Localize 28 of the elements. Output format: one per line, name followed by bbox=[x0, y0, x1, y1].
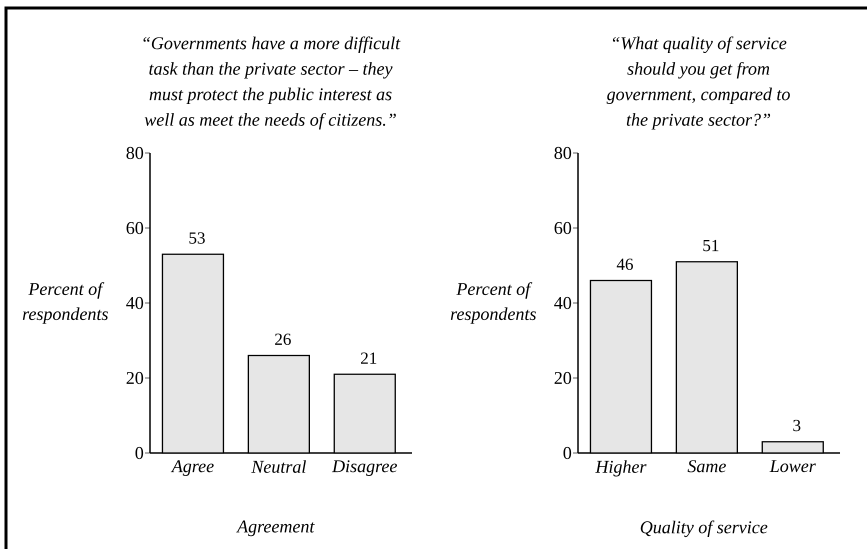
x-axis-title: Agreement bbox=[236, 520, 315, 536]
x-tick-label: Neutral bbox=[251, 460, 306, 473]
chart-title: “What quality of service should you get from government, compared to the private sector?” bbox=[606, 36, 790, 130]
y-tick-label: 60 bbox=[126, 222, 144, 234]
y-tick-label: 40 bbox=[554, 296, 572, 310]
data-label: 21 bbox=[361, 352, 376, 364]
y-axis-title: Percent of respondents bbox=[450, 282, 536, 324]
data-label: 3 bbox=[793, 420, 800, 432]
x-axis-title: Quality of service bbox=[640, 520, 768, 538]
x-tick-label: Higher bbox=[595, 460, 647, 477]
data-label: 51 bbox=[703, 240, 718, 252]
y-tick-label: 20 bbox=[126, 372, 144, 384]
y-tick-label: 20 bbox=[554, 372, 572, 384]
y-tick-label: 0 bbox=[563, 446, 572, 460]
y-tick-label: 60 bbox=[554, 222, 572, 234]
y-tick-label: 40 bbox=[126, 296, 144, 310]
data-label: 53 bbox=[189, 232, 205, 244]
y-axis-title: Percent of respondents bbox=[22, 282, 108, 324]
x-tick-label: Agree bbox=[170, 460, 214, 476]
chart-title: “Governments have a more difficult task than the private sector – they must protect the public interest as well as meet the needs of citizens.” bbox=[144, 36, 401, 130]
x-tick-label: Lower bbox=[770, 460, 816, 472]
y-tick-label: 80 bbox=[554, 146, 572, 160]
y-tick-label: 0 bbox=[135, 446, 144, 460]
x-tick-label: Same bbox=[688, 460, 726, 472]
data-label: 46 bbox=[616, 258, 633, 270]
y-tick-label: 80 bbox=[126, 146, 144, 160]
x-tick-label: Disagree bbox=[332, 460, 398, 476]
data-label: 26 bbox=[275, 334, 291, 345]
